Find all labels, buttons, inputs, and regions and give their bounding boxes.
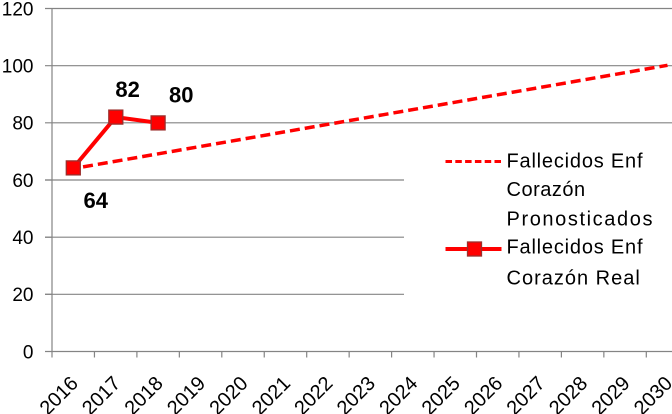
svg-text:Fallecidos Enf: Fallecidos Enf — [507, 237, 644, 259]
svg-text:Pronosticados: Pronosticados — [507, 208, 655, 230]
svg-text:Corazón Real: Corazón Real — [507, 268, 641, 290]
svg-text:82: 82 — [115, 77, 139, 102]
svg-text:120: 120 — [2, 0, 34, 20]
svg-text:64: 64 — [84, 188, 109, 213]
svg-text:Fallecidos Enf: Fallecidos Enf — [507, 151, 644, 173]
svg-text:100: 100 — [2, 57, 34, 78]
svg-text:80: 80 — [12, 114, 33, 135]
svg-text:20: 20 — [12, 285, 33, 306]
svg-text:0: 0 — [23, 342, 34, 363]
svg-text:60: 60 — [12, 171, 33, 192]
svg-text:40: 40 — [12, 228, 33, 249]
svg-text:80: 80 — [169, 82, 193, 107]
svg-text:Corazón: Corazón — [507, 179, 586, 201]
